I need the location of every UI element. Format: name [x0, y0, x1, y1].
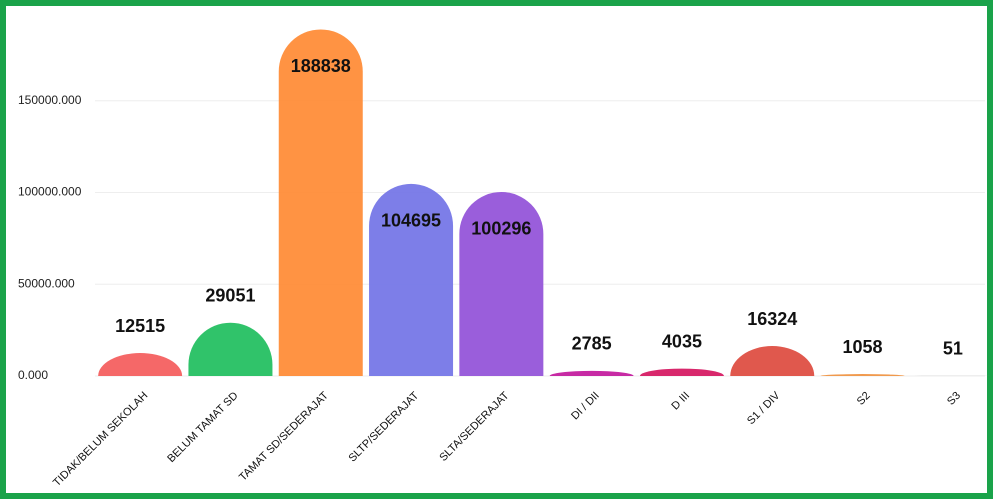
value-label: 51 — [943, 339, 963, 359]
value-label: 4035 — [662, 331, 702, 351]
value-label: 1058 — [843, 337, 883, 357]
value-label: 12515 — [115, 316, 165, 336]
value-label: 29051 — [205, 285, 255, 305]
value-label: 2785 — [572, 334, 612, 354]
y-tick-label: 0.000 — [18, 368, 48, 382]
y-tick-label: 50000.000 — [18, 276, 75, 290]
value-label: 104695 — [381, 211, 441, 231]
bar — [279, 29, 363, 376]
value-label: 100296 — [471, 219, 531, 239]
chart: 0.00050000.000100000.000150000.00012515T… — [0, 0, 993, 499]
y-tick-label: 150000.000 — [18, 93, 82, 107]
value-label: 188838 — [291, 56, 351, 76]
y-tick-label: 100000.000 — [18, 185, 82, 199]
value-label: 16324 — [747, 309, 797, 329]
